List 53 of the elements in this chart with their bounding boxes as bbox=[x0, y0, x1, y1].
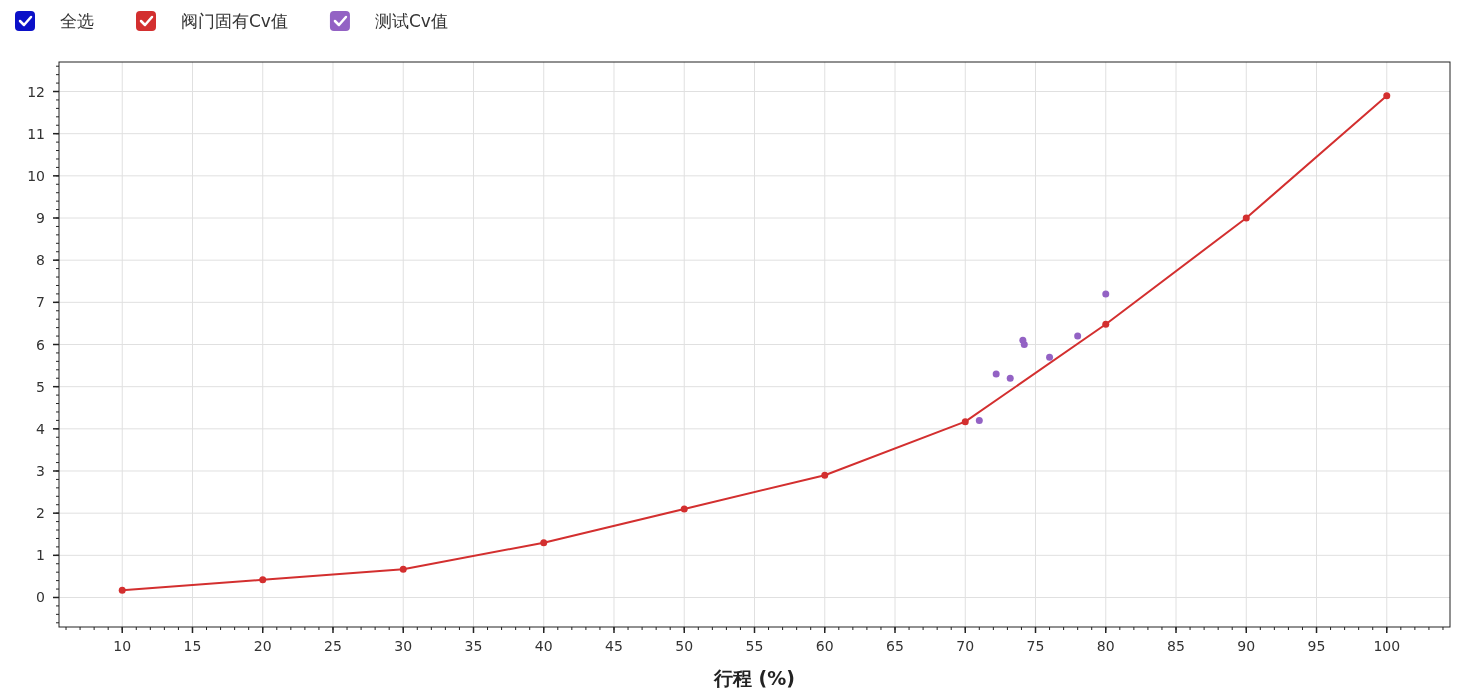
x-tick-label: 40 bbox=[534, 638, 553, 654]
point bbox=[1242, 214, 1250, 222]
y-tick-label: 3 bbox=[36, 462, 45, 479]
legend-label: 阀门固有Cv值 bbox=[181, 11, 288, 31]
point bbox=[961, 418, 969, 426]
y-tick-label: 12 bbox=[27, 83, 45, 100]
point bbox=[1046, 353, 1054, 361]
x-tick-label: 70 bbox=[956, 638, 975, 654]
point bbox=[1102, 320, 1110, 328]
x-axis-title: 行程 (%) bbox=[712, 667, 796, 689]
point bbox=[118, 586, 126, 594]
x-tick-label: 25 bbox=[324, 638, 342, 654]
x-tick-label: 80 bbox=[1096, 638, 1115, 654]
x-tick-label: 65 bbox=[886, 638, 904, 654]
legend-label: 测试Cv值 bbox=[374, 11, 448, 31]
point bbox=[1006, 374, 1014, 382]
text: 全选 bbox=[60, 11, 94, 31]
y-tick-label: 9 bbox=[36, 210, 45, 227]
x-tick-label: 85 bbox=[1167, 638, 1185, 654]
y-tick-label: 6 bbox=[36, 336, 46, 353]
x-tick-label: 55 bbox=[745, 638, 764, 654]
y-tick-label: 0 bbox=[36, 589, 45, 606]
point bbox=[1020, 341, 1028, 348]
point bbox=[975, 416, 983, 424]
x-tick-label: 100 bbox=[1373, 638, 1401, 654]
x-tick-label: 35 bbox=[464, 638, 483, 654]
y-tick-label: 11 bbox=[27, 125, 45, 142]
y-tick-label: 7 bbox=[36, 294, 45, 311]
x-tick-label: 15 bbox=[183, 638, 202, 654]
x-tick-label: 20 bbox=[253, 638, 272, 654]
y-tick-label: 8 bbox=[36, 252, 45, 269]
point bbox=[992, 370, 1000, 378]
point bbox=[1102, 290, 1110, 298]
x-tick-label: 50 bbox=[675, 638, 694, 654]
x-tick-label: 60 bbox=[815, 638, 834, 654]
x-tick-label: 45 bbox=[605, 638, 623, 654]
y-tick-label: 4 bbox=[36, 420, 46, 437]
x-tick-label: 95 bbox=[1307, 638, 1326, 654]
point bbox=[680, 505, 688, 513]
point bbox=[399, 565, 407, 573]
point bbox=[1074, 332, 1082, 340]
point bbox=[1383, 92, 1391, 100]
y-tick-label: 5 bbox=[36, 378, 45, 395]
y-tick-label: 1 bbox=[36, 547, 45, 564]
x-tick-label: 75 bbox=[1026, 638, 1045, 654]
point bbox=[540, 539, 548, 547]
x-tick-label: 30 bbox=[394, 638, 413, 654]
point bbox=[821, 471, 829, 479]
point bbox=[259, 576, 267, 584]
x-tick-label: 90 bbox=[1237, 638, 1256, 654]
y-tick-label: 2 bbox=[36, 505, 45, 522]
x-tick-label: 10 bbox=[113, 638, 132, 654]
y-tick-label: 10 bbox=[27, 167, 45, 184]
